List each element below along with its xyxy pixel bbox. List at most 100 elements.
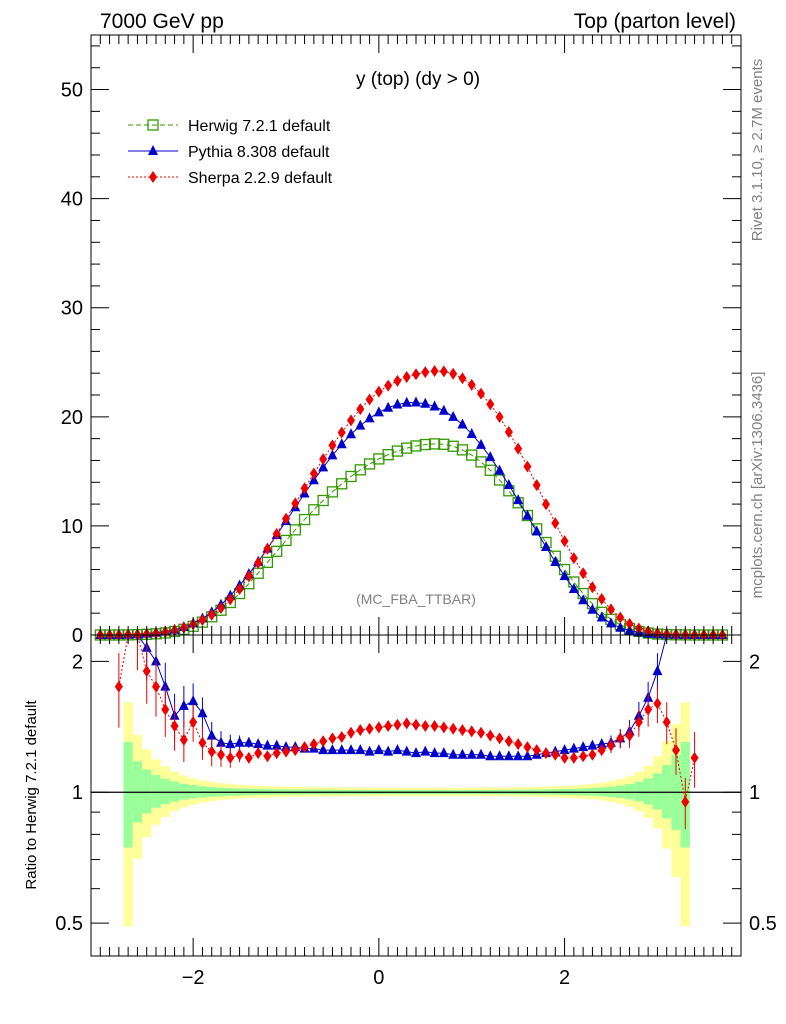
data-point [317,494,329,507]
ratio-point [514,738,523,751]
ratio-point [244,751,253,764]
green-band [652,773,663,810]
uncertainty-bands [123,702,690,927]
ratio-point [542,747,550,760]
ratio-panel [91,629,741,927]
ratio-point [151,655,161,666]
legend: Herwig 7.2.1 default Pythia 8.308 default… [128,118,333,187]
data-point [382,449,394,461]
main-y-tick-label: 40 [61,189,83,211]
ratio-point [365,722,374,735]
ratio-point [568,742,579,753]
data-point [300,482,309,495]
data-point [291,497,300,510]
ratio-y-tick-label-left: 2 [72,651,83,673]
ratio-point [309,738,318,751]
legend-label: Sherpa 2.2.9 default [188,170,333,187]
ratio-point [319,735,328,748]
data-point [466,427,477,438]
ratio-y-tick-label-right: 1 [749,782,760,804]
ratio-point [448,748,459,759]
ratio-point [327,744,338,755]
green-band [123,742,133,848]
data-point [448,410,459,421]
ratio-point [262,739,273,750]
data-point [588,581,597,594]
ratio-point [347,726,355,739]
ratio-point [457,748,468,759]
data-point [430,365,439,377]
ratio-point [421,720,430,733]
data-point [466,449,478,461]
data-point [494,464,505,475]
data-point [476,438,486,449]
ratio-point [690,751,699,764]
ratio-point [504,735,513,748]
ratio-point [597,744,606,757]
data-point [318,461,329,472]
data-point [477,387,485,400]
x-tick-label: 2 [559,967,570,989]
beam-energy-label: 7000 GeV pp [100,10,224,33]
main-y-tick-label: 20 [61,407,83,429]
data-point [336,478,348,490]
green-band [151,775,161,808]
ratio-point [429,747,440,758]
data-point [261,556,274,568]
data-point [298,513,311,526]
data-point [597,593,606,605]
ratio-point [551,748,560,761]
ratio-point [438,747,449,758]
ratio-point [235,748,244,761]
data-point [559,570,570,581]
data-point [467,378,476,391]
ratio-point [672,744,680,757]
ratio-point [291,744,300,757]
data-point [308,504,320,516]
ratio-y-tick-label-right: 0.5 [749,913,777,935]
ratio-series-1 [114,629,699,830]
green-band [643,778,653,805]
data-point [402,371,411,383]
rivet-version-label: Rivet 3.1.10, ≥ 2.7M events [749,59,766,242]
data-point [475,456,487,468]
data-point [513,494,524,505]
green-band [634,781,644,802]
data-point [447,440,459,452]
data-point [272,527,281,540]
ratio-point [634,716,643,729]
ratio-point [513,750,524,761]
data-point [401,442,413,454]
ratio-y-tick-label-right: 2 [749,651,760,673]
data-point [438,438,450,450]
data-point [326,486,339,498]
data-point [393,374,402,387]
data-point [207,608,216,621]
ratio-point [346,744,356,755]
ratio-point [653,697,662,710]
ratio-point [170,720,179,733]
legend-label: Pythia 8.308 default [188,144,330,161]
data-point [373,406,384,417]
ratio-point [161,703,170,716]
x-tick-label: −2 [182,967,205,989]
ratio-point [356,724,365,737]
series-0 [94,438,729,641]
ratio-point [588,748,597,761]
ratio-point [587,739,598,750]
data-point [458,372,467,385]
data-point [392,398,403,409]
data-point [485,451,496,462]
data-point [354,464,366,476]
data-point [531,525,542,536]
data-point [309,467,318,480]
data-point [355,419,366,430]
ratio-point [300,741,309,754]
data-point [438,404,449,415]
ratio-point [596,738,607,749]
ratio-point [178,699,189,710]
data-point [356,403,365,416]
data-point [226,593,235,606]
data-point [560,535,569,548]
